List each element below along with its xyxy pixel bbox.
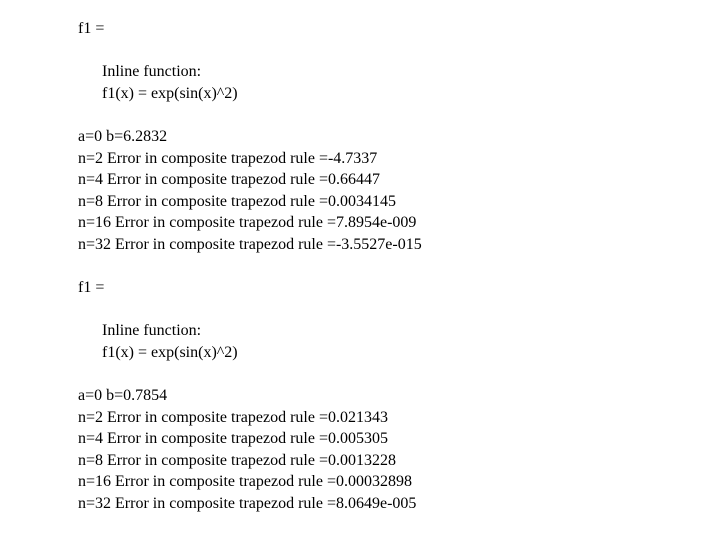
inline-function-def: f1(x) = exp(sin(x)^2) xyxy=(78,342,720,364)
inline-function-def: f1(x) = exp(sin(x)^2) xyxy=(78,83,720,105)
blank-line xyxy=(78,40,720,62)
inline-function-label: Inline function: xyxy=(78,61,720,83)
result-line: n=16 Error in composite trapezod rule =7… xyxy=(78,212,720,234)
result-line: n=32 Error in composite trapezod rule =-… xyxy=(78,234,720,256)
result-line: n=32 Error in composite trapezod rule =8… xyxy=(78,493,720,515)
blank-line xyxy=(78,364,720,386)
result-line: n=16 Error in composite trapezod rule =0… xyxy=(78,471,720,493)
result-line: n=2 Error in composite trapezod rule =-4… xyxy=(78,148,720,170)
blank-line xyxy=(78,256,720,278)
result-line: n=8 Error in composite trapezod rule =0.… xyxy=(78,191,720,213)
result-line: n=4 Error in composite trapezod rule =0.… xyxy=(78,428,720,450)
result-line: n=2 Error in composite trapezod rule =0.… xyxy=(78,407,720,429)
params-line: a=0 b=0.7854 xyxy=(78,385,720,407)
blank-line xyxy=(78,104,720,126)
blank-line xyxy=(78,299,720,321)
inline-function-label: Inline function: xyxy=(78,320,720,342)
text-output: f1 = Inline function: f1(x) = exp(sin(x)… xyxy=(0,0,720,515)
result-line: n=4 Error in composite trapezod rule =0.… xyxy=(78,169,720,191)
params-line: a=0 b=6.2832 xyxy=(78,126,720,148)
result-line: n=8 Error in composite trapezod rule =0.… xyxy=(78,450,720,472)
fn-header: f1 = xyxy=(78,18,720,40)
fn-header: f1 = xyxy=(78,277,720,299)
